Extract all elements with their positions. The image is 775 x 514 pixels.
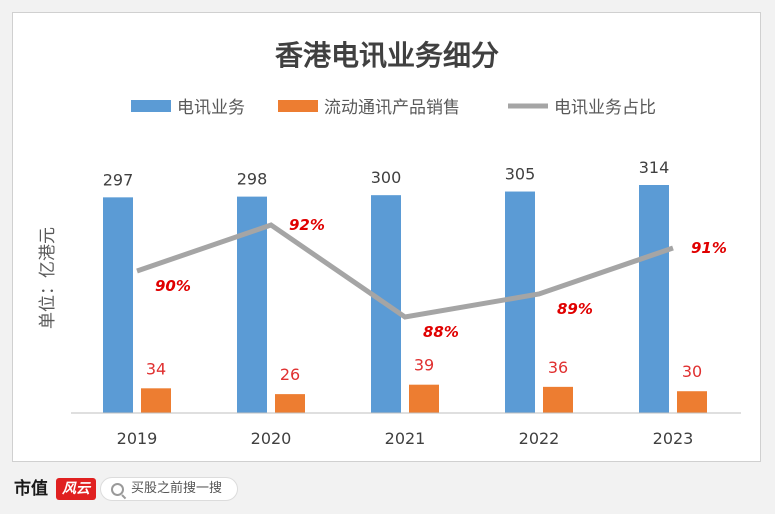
legend-label-1: 流动通讯产品销售 <box>324 98 460 118</box>
label-share-2021: 88% <box>423 323 459 341</box>
x-ticks: 2019 2020 2021 2022 2023 <box>117 429 694 448</box>
x-tick-2021: 2021 <box>385 429 426 448</box>
x-tick-2020: 2020 <box>251 429 292 448</box>
label-share-2023: 91% <box>691 239 727 257</box>
brand-logo-mark: 风云 <box>56 478 96 500</box>
chart-card: 香港电讯业务细分 电讯业务 流动通讯产品销售 电讯业务占比 单位：亿港元 297 34… <box>12 12 761 462</box>
bar-telecom-2022 <box>505 191 535 413</box>
brand-logo[interactable]: 市值 <box>14 479 48 499</box>
label-telecom-2020: 298 <box>237 170 268 189</box>
bars <box>103 185 707 413</box>
label-mobile-sales-2021: 39 <box>414 356 434 375</box>
label-mobile-sales-2022: 36 <box>548 358 568 377</box>
label-mobile-sales-2019: 34 <box>146 359 166 378</box>
legend-label-2: 电讯业务占比 <box>554 98 656 118</box>
legend-swatch-0 <box>131 100 171 112</box>
x-tick-2019: 2019 <box>117 429 158 448</box>
legend-label-0: 电讯业务 <box>177 98 245 118</box>
label-share-2020: 92% <box>289 216 325 234</box>
label-mobile-sales-2023: 30 <box>682 362 702 381</box>
legend-swatch-1 <box>278 100 318 112</box>
bar-mobile-sales-2019 <box>141 388 171 413</box>
label-telecom-2022: 305 <box>505 165 536 184</box>
bar-mobile-sales-2020 <box>275 394 305 413</box>
chart-title: 香港电讯业务细分 <box>275 39 499 72</box>
label-telecom-2019: 297 <box>103 170 134 189</box>
label-share-2022: 89% <box>557 300 593 318</box>
bar-telecom-2023 <box>639 185 669 413</box>
legend: 电讯业务 流动通讯产品销售 电讯业务占比 <box>131 98 656 118</box>
label-telecom-2023: 314 <box>639 158 670 177</box>
search-placeholder: 买股之前搜一搜 <box>131 481 223 496</box>
label-mobile-sales-2020: 26 <box>280 365 300 384</box>
footer: 市值 风云 买股之前搜一搜 <box>0 466 775 514</box>
data-labels: 297 34 298 26 300 39 305 36 314 30 90% 92% 88% 89% 91% <box>103 158 727 384</box>
search-input[interactable]: 买股之前搜一搜 <box>100 477 238 501</box>
label-share-2019: 90% <box>155 277 191 295</box>
y-axis-label: 单位：亿港元 <box>38 227 58 329</box>
chart: 香港电讯业务细分 电讯业务 流动通讯产品销售 电讯业务占比 单位：亿港元 297 34… <box>38 39 741 448</box>
line-series <box>136 222 674 320</box>
label-telecom-2021: 300 <box>371 168 402 187</box>
bar-mobile-sales-2022 <box>543 386 573 413</box>
search-icon <box>111 483 124 496</box>
bar-telecom-2019 <box>103 197 133 413</box>
x-tick-2022: 2022 <box>519 429 560 448</box>
bar-mobile-sales-2021 <box>409 384 439 413</box>
x-tick-2023: 2023 <box>653 429 694 448</box>
bar-mobile-sales-2023 <box>677 391 707 413</box>
line-telecom-share <box>136 222 674 320</box>
